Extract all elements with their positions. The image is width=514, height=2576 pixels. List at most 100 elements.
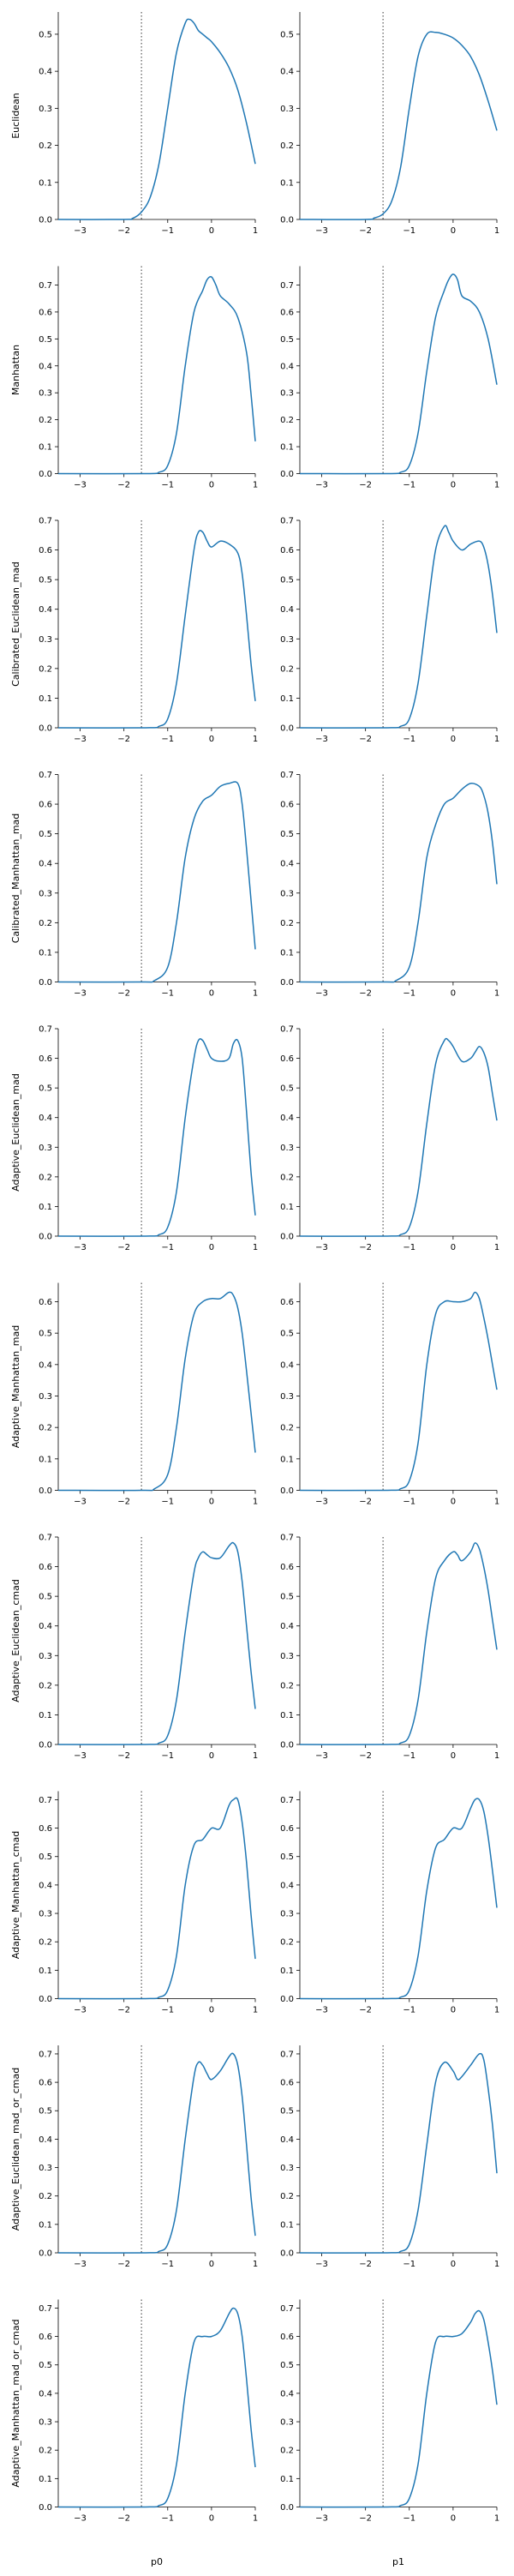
- x-tick-label: −3: [315, 226, 328, 236]
- y-axis-label: Adaptive_Manhattan_mad: [10, 1325, 21, 1448]
- subplot-2-p1: 0.0 0.1 0.2 0.3 0.4 0.5 0.6 0.7 −3 −2 −1 0 1: [280, 266, 499, 490]
- y-tick-label: 0.0: [39, 2249, 52, 2259]
- y-tick-label: 0.2: [39, 919, 52, 928]
- y-tick-label: 0.4: [39, 2135, 52, 2145]
- density-line-p1: [299, 273, 498, 475]
- y-tick-label: 0.7: [280, 1534, 294, 1543]
- y-tick-label: 0.6: [280, 1298, 294, 1307]
- y-tick-label: 0.6: [280, 801, 294, 810]
- y-tick-label: 0.6: [280, 1824, 294, 1834]
- y-tick-label: 0.4: [39, 1360, 52, 1370]
- y-tick-label: 0.5: [39, 1330, 52, 1339]
- y-tick-label: 0.5: [280, 30, 294, 39]
- x-tick-label: 0: [209, 2514, 214, 2524]
- y-tick-label: 0.0: [280, 1233, 294, 1242]
- subplot-5-p1: 0.0 0.1 0.2 0.3 0.4 0.5 0.6 0.7 −3 −2 −1 0 1: [280, 1025, 499, 1253]
- x-tick-label: −1: [403, 1498, 415, 1507]
- x-tick-label: 1: [253, 2260, 258, 2269]
- y-tick-label: 0.1: [280, 1455, 294, 1464]
- y-tick-label: 0.2: [280, 2192, 294, 2201]
- y-tick-label: 0.6: [39, 546, 52, 555]
- x-tick-label: −1: [403, 2514, 415, 2524]
- y-tick-label: 0.4: [39, 605, 52, 615]
- y-tick-label: 0.2: [39, 1681, 52, 1690]
- subplot-3-p0: 0.0 0.1 0.2 0.3 0.4 0.5 0.6 0.7 −3 −2 −1 0 1 Calibrat…: [10, 517, 258, 745]
- x-tick-label: −3: [74, 1751, 87, 1761]
- y-tick-label: 0.3: [280, 389, 294, 399]
- x-tick-label: −3: [74, 1498, 87, 1507]
- y-tick-label: 0.1: [39, 2475, 52, 2484]
- x-tick-label: −3: [315, 735, 328, 744]
- y-tick-label: 0.1: [39, 1967, 52, 1976]
- y-tick-label: 0.0: [39, 470, 52, 479]
- y-tick-label: 0.0: [280, 216, 294, 225]
- y-tick-label: 0.3: [280, 1652, 294, 1661]
- y-tick-label: 0.5: [39, 30, 52, 39]
- x-tick-label: 0: [451, 989, 456, 999]
- y-axis-label: Adaptive_Manhattan_cmad: [10, 1831, 21, 1959]
- y-tick-label: 0.0: [39, 1233, 52, 1242]
- y-tick-label: 0.6: [280, 2079, 294, 2088]
- y-tick-label: 0.7: [280, 1796, 294, 1805]
- x-tick-label: −1: [161, 2006, 174, 2015]
- y-tick-label: 0.5: [280, 576, 294, 585]
- x-tick-label: 0: [451, 481, 456, 490]
- y-tick-label: 0.1: [280, 948, 294, 958]
- y-tick-label: 0.7: [280, 2050, 294, 2059]
- y-tick-label: 0.5: [39, 830, 52, 839]
- y-tick-label: 0.2: [39, 1173, 52, 1182]
- x-tick-label: 0: [209, 1751, 214, 1761]
- y-tick-label: 0.4: [39, 1881, 52, 1890]
- y-tick-label: 0.1: [280, 178, 294, 188]
- x-tick-label: 1: [253, 1498, 258, 1507]
- y-tick-label: 0.4: [280, 605, 294, 615]
- x-tick-label: 1: [253, 2514, 258, 2524]
- x-tick-label: −2: [359, 735, 372, 744]
- x-tick-label: −3: [74, 2006, 87, 2015]
- y-tick-label: 0.1: [39, 178, 52, 188]
- y-tick-label: 0.4: [280, 362, 294, 371]
- x-tick-label: −3: [315, 481, 328, 490]
- column-label-p1: p1: [392, 2556, 404, 2567]
- x-tick-label: −3: [74, 989, 87, 999]
- density-line-p1: [299, 1037, 498, 1237]
- x-tick-label: 0: [209, 2006, 214, 2015]
- x-tick-label: −1: [161, 481, 174, 490]
- x-tick-label: 1: [253, 989, 258, 999]
- y-tick-label: 0.3: [39, 1910, 52, 1919]
- y-tick-label: 0.1: [280, 2220, 294, 2230]
- y-tick-label: 0.0: [39, 1741, 52, 1750]
- x-tick-label: 1: [494, 2006, 499, 2015]
- x-tick-label: −2: [359, 1751, 372, 1761]
- y-tick-label: 0.1: [280, 694, 294, 704]
- y-tick-label: 0.5: [280, 335, 294, 345]
- y-tick-label: 0.7: [280, 771, 294, 780]
- density-line-p1: [299, 31, 498, 220]
- y-tick-label: 0.6: [280, 308, 294, 317]
- x-tick-label: −1: [161, 2260, 174, 2269]
- y-tick-label: 0.1: [39, 1711, 52, 1720]
- y-tick-label: 0.3: [39, 105, 52, 114]
- x-tick-label: −1: [403, 2006, 415, 2015]
- x-tick-label: 0: [209, 2260, 214, 2269]
- y-tick-label: 0.7: [39, 2050, 52, 2059]
- x-tick-label: −3: [74, 2260, 87, 2269]
- y-tick-label: 0.5: [280, 2361, 294, 2370]
- y-tick-label: 0.5: [39, 2107, 52, 2117]
- x-tick-label: 1: [494, 226, 499, 236]
- density-line-p1: [299, 783, 498, 983]
- y-tick-label: 0.1: [280, 1203, 294, 1212]
- x-tick-label: 1: [253, 1243, 258, 1252]
- x-tick-label: −2: [117, 989, 130, 999]
- x-tick-label: 0: [451, 2006, 456, 2015]
- y-tick-label: 0.7: [280, 2304, 294, 2314]
- y-tick-label: 0.1: [39, 1455, 52, 1464]
- y-tick-label: 0.4: [280, 2135, 294, 2145]
- y-tick-label: 0.5: [280, 830, 294, 839]
- x-tick-label: 1: [494, 989, 499, 999]
- y-tick-label: 0.6: [280, 2333, 294, 2342]
- y-tick-label: 0.3: [280, 1910, 294, 1919]
- x-tick-label: −1: [161, 1243, 174, 1252]
- y-tick-label: 0.0: [280, 470, 294, 479]
- x-tick-label: −2: [117, 735, 130, 744]
